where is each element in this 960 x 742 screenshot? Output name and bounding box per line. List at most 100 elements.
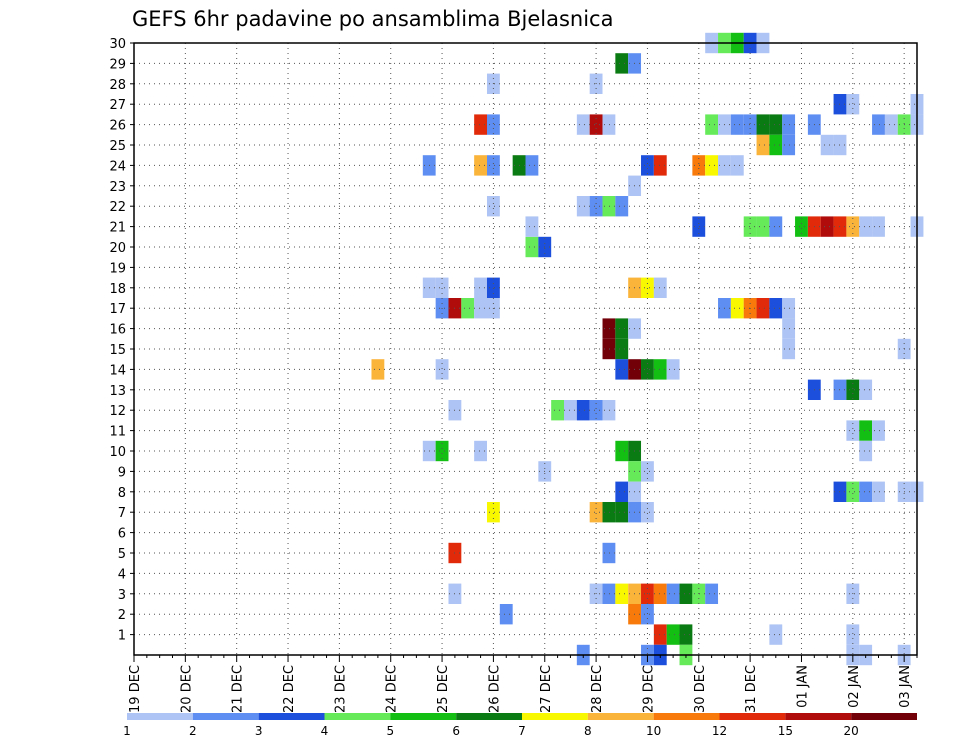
y-tick-label: 28 [109, 78, 126, 93]
heatmap-cell [615, 481, 629, 502]
y-tick-label: 25 [109, 139, 126, 154]
heatmap-cell [666, 359, 680, 380]
y-tick-label: 20 [109, 241, 126, 256]
colorbar-swatch [522, 713, 588, 720]
heatmap-cell [602, 318, 616, 339]
heatmap-cell [769, 298, 783, 319]
x-tick-label: 29 DEC [641, 665, 656, 713]
y-tick-label: 30 [109, 37, 126, 52]
heatmap-cell [846, 624, 860, 645]
y-tick-label: 24 [109, 159, 126, 174]
colorbar-swatch [719, 713, 786, 720]
heatmap-cell [602, 542, 616, 564]
heatmap-cells [371, 32, 924, 666]
colorbar-swatch [127, 713, 193, 720]
heatmap-cell [846, 420, 860, 441]
y-tick-label: 8 [118, 486, 126, 501]
heatmap-cell [615, 583, 629, 604]
heatmap-cell [602, 114, 616, 135]
heatmap-cell [884, 114, 898, 135]
x-tick-label: 31 DEC [744, 665, 759, 713]
heatmap-cell [564, 400, 577, 421]
colorbar-label: 6 [452, 724, 460, 738]
y-tick-label: 16 [109, 323, 126, 338]
heatmap-cell [872, 114, 885, 135]
heatmap-cell [615, 338, 629, 360]
heatmap-cell [653, 624, 667, 645]
y-tick-label: 4 [118, 567, 126, 582]
colorbar-swatch [192, 713, 259, 720]
y-tick-label: 1 [118, 629, 126, 644]
heatmap-cell [653, 277, 667, 298]
x-tick-label: 22 DEC [282, 665, 297, 713]
y-tick-label: 9 [118, 465, 126, 480]
y-tick-label: 21 [109, 221, 126, 236]
heatmap-cell [435, 277, 449, 298]
colorbar-swatch [456, 713, 522, 720]
colorbar-swatch [785, 713, 852, 720]
heatmap-cell [743, 216, 757, 237]
heatmap-cell [782, 338, 796, 360]
heatmap-cell [486, 196, 500, 217]
heatmap-cell [730, 155, 744, 176]
x-tick-label: 03 JAN [898, 665, 913, 708]
heatmap-cell [486, 155, 500, 176]
x-tick-label: 19 DEC [128, 665, 143, 713]
x-tick-label: 24 DEC [385, 665, 400, 713]
colorbar-label: 15 [778, 724, 793, 738]
grid-lines [133, 42, 917, 655]
colorbar-label: 2 [189, 724, 197, 738]
heatmap-cell [602, 196, 616, 217]
x-tick-label: 25 DEC [436, 665, 451, 713]
heatmap-cell [820, 216, 834, 237]
x-tick-label: 28 DEC [590, 665, 605, 713]
heatmap-cell [615, 502, 629, 523]
y-tick-label: 5 [118, 547, 126, 562]
y-tick-label: 26 [109, 119, 126, 134]
colorbar: 1 2 3 4 5 6 7 8 10 12 15 20 [123, 713, 917, 738]
heatmap-cell [615, 359, 629, 380]
heatmap-cell [859, 379, 873, 400]
x-tick-label: 20 DEC [179, 665, 194, 713]
colorbar-label: 20 [844, 724, 859, 738]
heatmap-cell [576, 114, 590, 135]
heatmap-cell [525, 216, 539, 237]
heatmap-cell [859, 481, 873, 502]
colorbar-label: 5 [387, 724, 395, 738]
heatmap-cell [705, 155, 719, 176]
heatmap-cell [679, 583, 693, 604]
heatmap-cell [474, 155, 487, 176]
heatmap-cell [474, 114, 487, 135]
colorbar-label: 3 [255, 724, 263, 738]
heatmap-cell [782, 114, 796, 135]
heatmap-cell [551, 400, 565, 421]
heatmap-cell [769, 114, 783, 135]
heatmap-cell [795, 216, 808, 237]
heatmap-cell [769, 134, 783, 156]
colorbar-swatch [324, 713, 391, 720]
heatmap-cell [666, 583, 680, 604]
heatmap-cell [653, 155, 667, 176]
heatmap-cell [846, 481, 860, 502]
heatmap-cell [486, 114, 500, 135]
x-tick-label: 01 JAN [796, 665, 811, 708]
heatmap-cell [692, 155, 706, 176]
heatmap-cell [782, 134, 796, 156]
heatmap-cell [525, 155, 539, 176]
heatmap-cell [641, 502, 654, 523]
heatmap-cell [435, 440, 449, 462]
chart-title: GEFS 6hr padavine po ansamblima Bjelasni… [132, 7, 613, 31]
heatmap-cell [820, 134, 834, 156]
heatmap-cell [615, 318, 629, 339]
heatmap-cell [859, 440, 873, 462]
heatmap-cell [615, 53, 629, 74]
y-tick-label: 29 [109, 57, 126, 72]
heatmap-cell [641, 604, 654, 625]
colorbar-swatch [390, 713, 457, 720]
y-tick-label: 14 [109, 363, 126, 378]
heatmap-cell [474, 440, 487, 462]
y-tick-label: 17 [109, 302, 126, 317]
heatmap-cell [589, 502, 603, 523]
y-tick-label: 6 [118, 527, 126, 542]
heatmap-cell [602, 338, 616, 360]
